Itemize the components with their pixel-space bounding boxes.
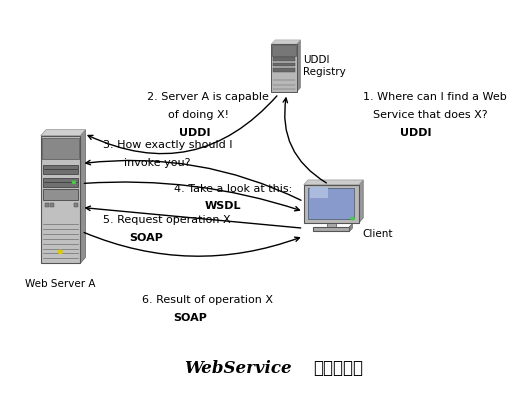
Polygon shape (80, 130, 86, 263)
Circle shape (58, 250, 63, 253)
FancyBboxPatch shape (43, 165, 78, 174)
Text: Client: Client (362, 229, 392, 239)
FancyArrowPatch shape (86, 160, 301, 200)
FancyBboxPatch shape (74, 203, 78, 207)
Text: UDDI
Registry: UDDI Registry (303, 55, 346, 77)
Text: 1. Where can I find a Web: 1. Where can I find a Web (363, 92, 507, 102)
Text: of doing X!: of doing X! (168, 110, 229, 120)
Text: 5. Request operation X: 5. Request operation X (103, 215, 230, 225)
FancyBboxPatch shape (273, 68, 295, 72)
Polygon shape (271, 40, 300, 44)
Text: invoke you?: invoke you? (124, 158, 190, 168)
Polygon shape (297, 40, 300, 92)
Text: 6. Result of operation X: 6. Result of operation X (142, 295, 273, 305)
FancyBboxPatch shape (50, 203, 54, 207)
Polygon shape (41, 130, 86, 136)
FancyBboxPatch shape (327, 223, 336, 227)
FancyBboxPatch shape (43, 138, 79, 159)
Text: SOAP: SOAP (174, 313, 207, 323)
Polygon shape (304, 180, 363, 185)
FancyBboxPatch shape (271, 44, 297, 92)
FancyBboxPatch shape (273, 57, 295, 61)
Text: 4. Take a look at this:: 4. Take a look at this: (174, 184, 292, 194)
Text: UDDI: UDDI (400, 128, 431, 138)
Polygon shape (359, 180, 363, 223)
Text: Web Server A: Web Server A (25, 279, 96, 289)
FancyBboxPatch shape (309, 187, 328, 198)
FancyBboxPatch shape (273, 63, 295, 66)
Text: SOAP: SOAP (129, 233, 163, 243)
Text: Service that does X?: Service that does X? (373, 110, 488, 120)
Text: 2. Server A is capable: 2. Server A is capable (147, 92, 269, 102)
Text: 3. How exactly should I: 3. How exactly should I (103, 140, 232, 150)
Circle shape (351, 217, 355, 220)
Text: 步骤流程图: 步骤流程图 (313, 359, 363, 377)
FancyBboxPatch shape (308, 188, 355, 219)
FancyBboxPatch shape (304, 185, 359, 223)
FancyArrowPatch shape (88, 96, 277, 154)
FancyArrowPatch shape (86, 206, 301, 228)
FancyArrowPatch shape (84, 233, 299, 256)
FancyBboxPatch shape (43, 178, 78, 187)
Text: WebService: WebService (184, 360, 292, 377)
FancyBboxPatch shape (45, 203, 49, 207)
Text: WSDL: WSDL (205, 201, 241, 211)
FancyArrowPatch shape (283, 98, 326, 183)
Text: UDDI: UDDI (179, 128, 210, 138)
FancyBboxPatch shape (43, 189, 78, 200)
Polygon shape (349, 223, 352, 231)
Circle shape (73, 181, 76, 184)
FancyBboxPatch shape (41, 136, 80, 263)
FancyArrowPatch shape (84, 182, 299, 211)
FancyBboxPatch shape (313, 227, 349, 231)
FancyBboxPatch shape (272, 45, 296, 56)
